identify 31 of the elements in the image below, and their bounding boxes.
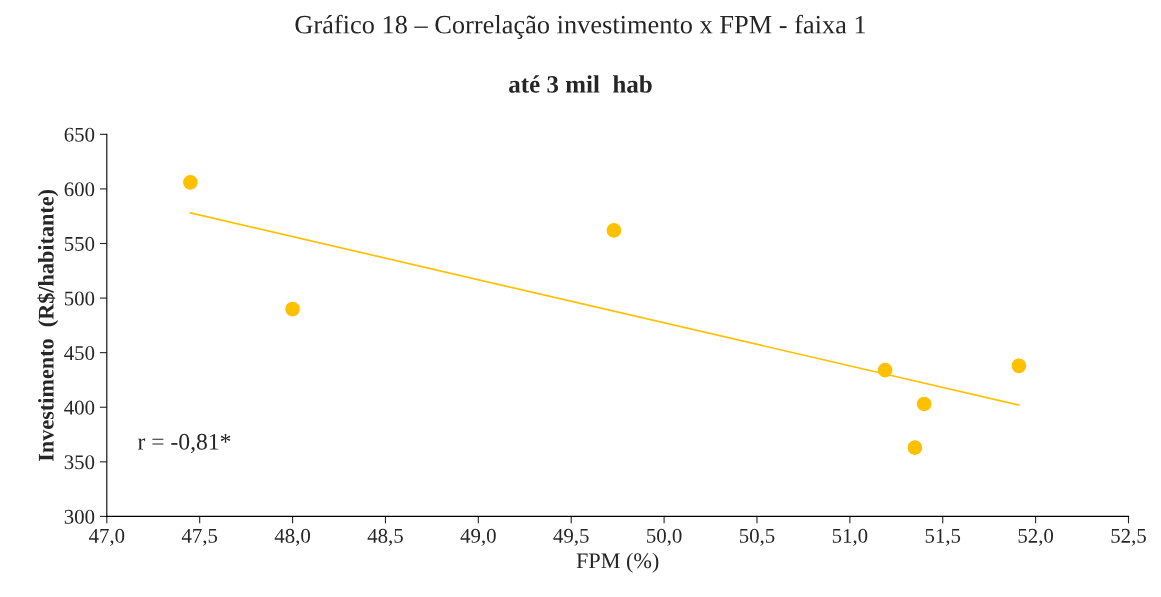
x-tick-label: 48,0 — [274, 528, 311, 546]
chart-subtitle: até 3 mil hab — [509, 75, 652, 93]
x-tick-label: 52,0 — [1018, 528, 1054, 546]
y-axis-title: Investimento (R$/habitante) — [37, 189, 59, 462]
y-tick-label: 500 — [64, 291, 95, 306]
x-tick-label: 47,5 — [181, 528, 218, 546]
y-tick-label: 350 — [64, 455, 95, 470]
x-tick-label: 52,5 — [1111, 528, 1146, 546]
x-tick-label: 50,5 — [739, 528, 775, 546]
point — [907, 440, 923, 455]
y-tick-label: 300 — [64, 509, 95, 524]
chart-title: Gráfico 18 – Correlação investimento x FPM - faixa 1 — [295, 14, 866, 39]
point — [1011, 358, 1027, 374]
x-axis-title: FPM (%) — [576, 552, 659, 573]
y-tick-label: 450 — [64, 346, 95, 361]
point — [606, 223, 622, 238]
x-tick-label: 50,0 — [647, 528, 682, 546]
x-tick-label: 51,5 — [925, 528, 961, 546]
point — [916, 396, 932, 412]
x-tick-label: 51,0 — [832, 528, 868, 546]
y-tick-label: 650 — [64, 127, 95, 142]
y-tick-label: 550 — [64, 236, 95, 251]
x-tick-label: 47,0 — [88, 528, 125, 546]
point — [285, 301, 300, 317]
annotation: r = -0,81* — [137, 433, 231, 454]
x-tick-label: 49,0 — [460, 528, 496, 546]
y-tick-label: 400 — [64, 400, 95, 415]
x-tick-label: 48,5 — [367, 528, 403, 546]
x-tick-label: 49,5 — [553, 528, 589, 546]
point — [183, 175, 198, 190]
y-tick-label: 600 — [64, 182, 95, 197]
